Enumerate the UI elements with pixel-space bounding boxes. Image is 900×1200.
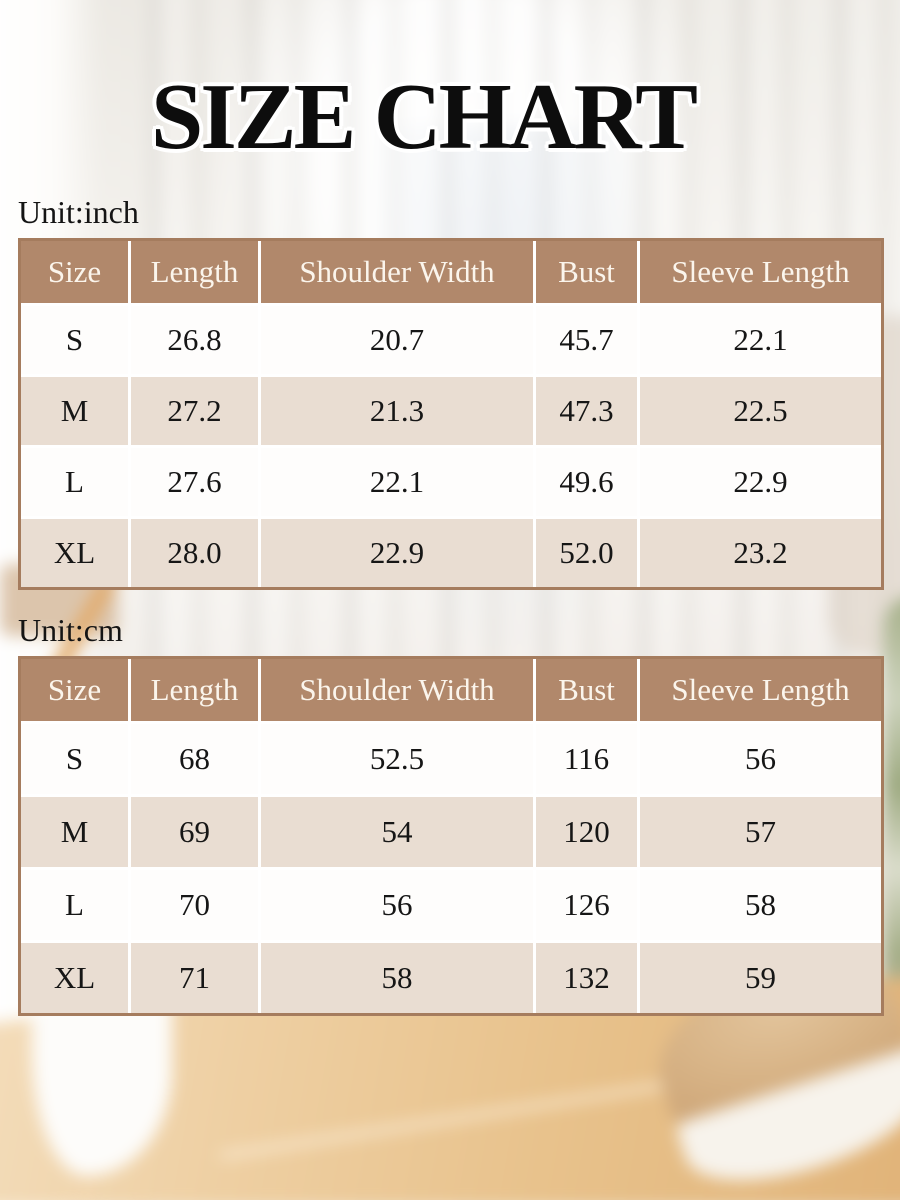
header-cell-size: Size xyxy=(21,659,128,721)
value-cell: 49.6 xyxy=(536,448,637,516)
table-header-row: Size Length Shoulder Width Bust Sleeve L… xyxy=(21,241,881,303)
value-cell: 132 xyxy=(536,943,637,1013)
value-cell: 58 xyxy=(261,943,533,1013)
size-table-inch: Size Length Shoulder Width Bust Sleeve L… xyxy=(18,238,884,590)
value-cell: 20.7 xyxy=(261,306,533,374)
header-cell-sleeve-length: Sleeve Length xyxy=(640,659,881,721)
page-title: SIZE CHART xyxy=(151,65,698,169)
value-cell: 120 xyxy=(536,797,637,867)
table-row-l: L 70 56 126 58 xyxy=(21,870,881,940)
value-cell: 27.2 xyxy=(131,377,258,445)
value-cell: 56 xyxy=(261,870,533,940)
value-cell: 52.5 xyxy=(261,724,533,794)
value-cell: 56 xyxy=(640,724,881,794)
value-cell: 45.7 xyxy=(536,306,637,374)
unit-label-cm: Unit:cm xyxy=(18,612,123,648)
header-cell-shoulder-width: Shoulder Width xyxy=(261,659,533,721)
value-cell: 23.2 xyxy=(640,519,881,587)
size-cell: S xyxy=(21,724,128,794)
value-cell: 26.8 xyxy=(131,306,258,374)
table-row-s: S 26.8 20.7 45.7 22.1 xyxy=(21,306,881,374)
header-cell-bust: Bust xyxy=(536,241,637,303)
value-cell: 69 xyxy=(131,797,258,867)
size-cell: M xyxy=(21,797,128,867)
unit-label-inch: Unit:inch xyxy=(18,194,139,230)
header-cell-sleeve-length: Sleeve Length xyxy=(640,241,881,303)
table-row-xl: XL 71 58 132 59 xyxy=(21,943,881,1013)
size-cell: S xyxy=(21,306,128,374)
size-cell: M xyxy=(21,377,128,445)
value-cell: 22.9 xyxy=(261,519,533,587)
value-cell: 59 xyxy=(640,943,881,1013)
value-cell: 68 xyxy=(131,724,258,794)
table-row-m: M 27.2 21.3 47.3 22.5 xyxy=(21,377,881,445)
value-cell: 71 xyxy=(131,943,258,1013)
value-cell: 27.6 xyxy=(131,448,258,516)
value-cell: 58 xyxy=(640,870,881,940)
header-cell-bust: Bust xyxy=(536,659,637,721)
table-header-row: Size Length Shoulder Width Bust Sleeve L… xyxy=(21,659,881,721)
value-cell: 28.0 xyxy=(131,519,258,587)
header-cell-length: Length xyxy=(131,241,258,303)
value-cell: 54 xyxy=(261,797,533,867)
size-cell: L xyxy=(21,448,128,516)
header-cell-shoulder-width: Shoulder Width xyxy=(261,241,533,303)
value-cell: 126 xyxy=(536,870,637,940)
table-row-l: L 27.6 22.1 49.6 22.9 xyxy=(21,448,881,516)
value-cell: 57 xyxy=(640,797,881,867)
value-cell: 47.3 xyxy=(536,377,637,445)
header-cell-size: Size xyxy=(21,241,128,303)
value-cell: 21.3 xyxy=(261,377,533,445)
value-cell: 22.5 xyxy=(640,377,881,445)
value-cell: 116 xyxy=(536,724,637,794)
value-cell: 70 xyxy=(131,870,258,940)
table-row-s: S 68 52.5 116 56 xyxy=(21,724,881,794)
value-cell: 22.9 xyxy=(640,448,881,516)
size-cell: L xyxy=(21,870,128,940)
header-cell-length: Length xyxy=(131,659,258,721)
plant xyxy=(884,596,900,1016)
value-cell: 22.1 xyxy=(261,448,533,516)
size-table-cm: Size Length Shoulder Width Bust Sleeve L… xyxy=(18,656,884,1016)
value-cell: 52.0 xyxy=(536,519,637,587)
value-cell: 22.1 xyxy=(640,306,881,374)
size-cell: XL xyxy=(21,943,128,1013)
size-cell: XL xyxy=(21,519,128,587)
table-row-m: M 69 54 120 57 xyxy=(21,797,881,867)
table-row-xl: XL 28.0 22.9 52.0 23.2 xyxy=(21,519,881,587)
